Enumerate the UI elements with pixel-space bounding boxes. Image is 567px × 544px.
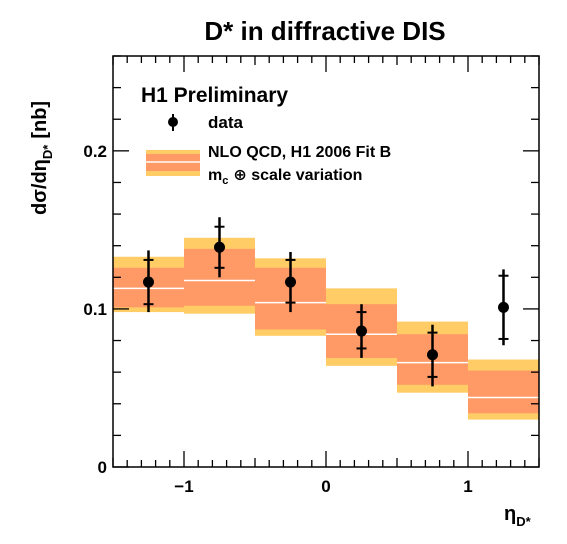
x-axis-label-main: η [504,503,516,525]
y-tick-label: 0.2 [83,142,107,161]
nlo-band-group [113,237,539,420]
legend-band-label-line1: NLO QCD, H1 2006 Fit B [208,144,391,161]
legend-band-label-line2: mc ⊕ scale variation [208,167,362,187]
data-points-group [143,217,509,387]
y-tick-label: 0 [98,458,107,477]
x-axis-label: ηD* [504,503,532,529]
x-tick-label: −1 [174,477,193,496]
data-point-2 [285,276,296,288]
axis-ticks: −1 0 1 0 0.1 0.2 [83,55,540,496]
legend-band-label-mc: m [208,167,222,184]
legend-band-label-mc-sub: c [222,175,228,187]
data-point-4 [427,349,438,361]
x-tick-label: 1 [463,477,472,496]
legend-data-marker [168,117,178,127]
nlo-band-inner-5 [468,370,539,414]
x-axis-label-sub: D* [516,514,531,529]
data-point-3 [356,325,367,337]
annotation-h1-preliminary: H1 Preliminary [141,84,288,107]
legend: data NLO QCD, H1 2006 Fit B mc ⊕ scale va… [146,113,391,187]
data-point-1 [214,241,225,253]
y-axis-label-sub: D* [40,144,55,159]
legend-data-label: data [208,113,244,132]
chart-title: D* in diffractive DIS [204,16,445,46]
y-axis-label: dσ/dηD* [nb] [29,101,55,215]
data-point-5 [498,301,509,313]
y-axis-label-unit: [nb] [29,101,51,139]
data-point-0 [143,276,154,288]
y-tick-label: 0.1 [83,300,107,319]
legend-band-label-rest: ⊕ scale variation [233,167,362,184]
y-axis-label-main: dσ/dη [29,159,51,215]
x-tick-label: 0 [321,477,330,496]
